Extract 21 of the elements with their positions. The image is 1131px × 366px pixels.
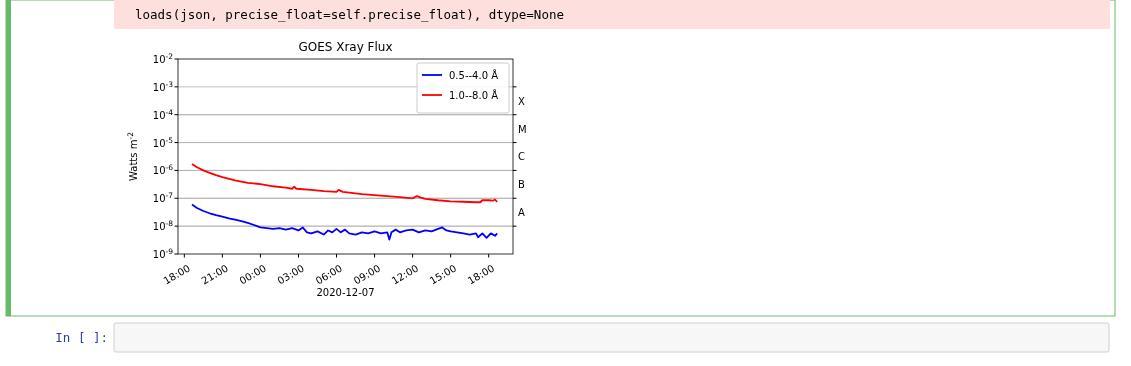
chart-title: GOES Xray Flux	[298, 40, 393, 54]
text: loads(json, precise_float=self.precise_float), dtype=None	[135, 7, 564, 22]
y-tick-label: 10$^{-4}$	[152, 107, 174, 121]
line-series	[191, 163, 499, 204]
y-tick-label: 10$^{-3}$	[152, 79, 174, 93]
y-tick-label: 10$^{-6}$	[152, 162, 174, 177]
text: In [ ]:	[55, 330, 108, 345]
y-tick-label: 10$^{-9}$	[152, 246, 174, 260]
ref-line-label: M	[518, 123, 527, 135]
ref-line-label: B	[518, 179, 525, 191]
ref-line-label: C	[518, 151, 525, 163]
y-tick-label: 10$^{-5}$	[152, 135, 174, 149]
ref-line-label: X	[518, 95, 525, 107]
y-tick-label: 10$^{-7}$	[152, 190, 174, 205]
y-tick-label: 10$^{-2}$	[152, 51, 174, 65]
ref-line-label: A	[518, 207, 525, 219]
x-axis-title: 2020-12-07	[316, 287, 375, 298]
legend-label: 1.0--8.0 Å	[449, 89, 499, 101]
y-tick-label: 10$^{-8}$	[152, 218, 174, 233]
legend-label: 0.5--4.0 Å	[449, 69, 499, 81]
line-series	[191, 203, 499, 241]
